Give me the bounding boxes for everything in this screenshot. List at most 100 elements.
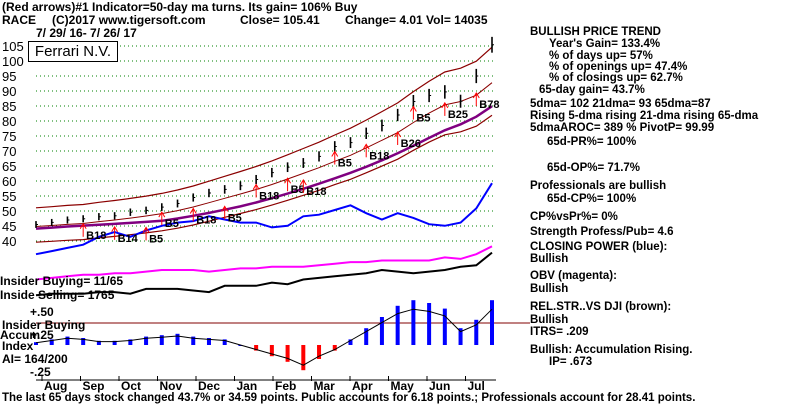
header-indicator-line: (Red arrows)#1 Indicator=50-day ma turns… xyxy=(2,0,358,14)
header-change: Change= 4.01 Vol= 14035 xyxy=(345,13,488,27)
x-tick-label: Aug xyxy=(44,379,67,393)
signal-arrowhead xyxy=(142,226,150,233)
y-tick-label: 55 xyxy=(2,189,16,204)
accum-bar xyxy=(364,328,369,345)
signal-arrowhead xyxy=(409,105,417,112)
accum-bar xyxy=(317,345,322,359)
right-panel-line: 65d-CP%= 100% xyxy=(547,193,637,205)
lower-band-line xyxy=(35,114,493,243)
accum-minus25-label: -.25 xyxy=(30,365,51,379)
right-panel-line: CP%vsPr%= 0% xyxy=(530,211,618,223)
header-date-range: 7/ 29/ 16- 7/ 26/ 17 xyxy=(36,26,137,40)
x-tick-label: May xyxy=(391,379,415,393)
x-tick-label: Sep xyxy=(83,379,105,393)
accum-bar xyxy=(490,300,494,345)
gridlines xyxy=(36,45,496,242)
signal-label: B25 xyxy=(448,109,468,121)
accum-bar xyxy=(379,317,384,345)
insider-buying-label: Insider Buying= 11/65 xyxy=(0,274,124,288)
signal-arrowhead xyxy=(284,177,292,184)
signal-label: B14 xyxy=(118,233,139,245)
header-copyright: (C)2017 www.tigersoft.com xyxy=(52,13,206,27)
x-tick-label: Jul xyxy=(468,379,485,393)
x-tick-label: Oct xyxy=(121,379,141,393)
accum-bar xyxy=(81,338,86,345)
index-label: Index xyxy=(2,339,34,353)
y-tick-label: 90 xyxy=(2,84,16,99)
right-panel-line: CLOSING POWER (blue): xyxy=(530,241,668,253)
ai-label: AI= 164/200 xyxy=(2,352,68,366)
accum-bar xyxy=(427,303,432,345)
accum-bar xyxy=(285,345,290,362)
signal-label: B5 xyxy=(149,233,163,245)
moving-average-band xyxy=(35,46,493,243)
accum-bar xyxy=(348,339,353,345)
y-tick-label: 80 xyxy=(2,114,16,129)
signal-arrowhead xyxy=(221,205,229,212)
accum-bar xyxy=(206,338,211,345)
right-panel-line: % of openings up= 47.4% xyxy=(549,61,688,73)
obv-line xyxy=(35,245,493,281)
right-panel-line: IP= .673 xyxy=(549,356,593,368)
y-tick-label: 100 xyxy=(2,54,24,69)
right-panel-line: % of days up= 57% xyxy=(549,50,653,62)
right-panel-line: Professionals are bullish xyxy=(530,180,667,192)
accum-bar xyxy=(112,340,117,345)
signal-label: B18 xyxy=(259,191,279,203)
right-panel-line: REL.STR..VS DJI (brown): xyxy=(530,301,672,313)
signal-label: B26 xyxy=(401,138,421,150)
header-close: Close= 105.41 xyxy=(240,13,320,27)
accum-bar xyxy=(65,336,70,345)
signal-label: B5 xyxy=(416,113,430,125)
signal-arrowhead xyxy=(472,92,480,99)
x-tick-label: Jan xyxy=(237,379,258,393)
footer-summary: The last 65 days stock changed 43.7% or … xyxy=(2,392,696,404)
accum-bar xyxy=(34,342,38,345)
right-panel-line: Strength Profess/Pub= 4.6 xyxy=(530,226,674,238)
x-tick-label: Nov xyxy=(160,379,183,393)
signal-arrowhead xyxy=(189,207,197,214)
y-tick-label: 60 xyxy=(2,174,16,189)
right-panel-line: Bullish: Accumulation Rising. xyxy=(530,344,693,356)
signal-arrowhead xyxy=(362,143,370,150)
y-tick-label: 75 xyxy=(2,129,16,144)
signal-arrowhead xyxy=(79,222,87,230)
right-panel-line: Rising 5-dma rising 21-dma rising 65-dma xyxy=(530,110,759,122)
right-panel-line: Bullish xyxy=(530,253,569,265)
ma65-line xyxy=(35,105,493,230)
y-tick-label: 105 xyxy=(2,39,24,54)
signal-label: B5 xyxy=(165,218,179,230)
accum-bar xyxy=(128,339,133,345)
right-panel-line: Year's Gain= 133.4% xyxy=(549,38,661,50)
accum-bar xyxy=(159,335,164,345)
accum-bar xyxy=(411,300,416,345)
x-tick-label: Dec xyxy=(198,379,220,393)
accum-bar xyxy=(222,339,227,345)
accum-bar xyxy=(474,319,479,345)
mid-band-line xyxy=(35,82,493,227)
rel-strength-line xyxy=(35,251,493,297)
company-name-box: Ferrari N.V. xyxy=(28,41,118,62)
accum-bar xyxy=(191,336,196,345)
signal-arrowhead xyxy=(299,179,307,186)
signal-arrowhead xyxy=(441,101,449,109)
accum-plus25-label: +.25 xyxy=(30,328,54,342)
accum-ma-line xyxy=(35,308,493,366)
right-panel-line: OBV (magenta): xyxy=(530,270,617,282)
signal-label: B18 xyxy=(369,150,389,162)
right-panel-line: 65d-PR%= 100% xyxy=(547,136,637,148)
right-panel-line: Bullish xyxy=(530,283,569,295)
signal-label: B5 xyxy=(291,184,305,196)
upper-band-line xyxy=(35,46,493,209)
accum-bar xyxy=(254,345,259,351)
x-tick-label: Feb xyxy=(275,379,296,393)
accum-label: Accum xyxy=(0,328,41,342)
closing-power-line xyxy=(35,182,493,256)
signal-label: B78 xyxy=(479,99,499,111)
insider-buying-label-2: Insider Buying xyxy=(2,318,86,332)
x-tick-label: Mar xyxy=(314,379,336,393)
accum-bar xyxy=(144,336,149,345)
x-tick-label: Jun xyxy=(429,379,450,393)
